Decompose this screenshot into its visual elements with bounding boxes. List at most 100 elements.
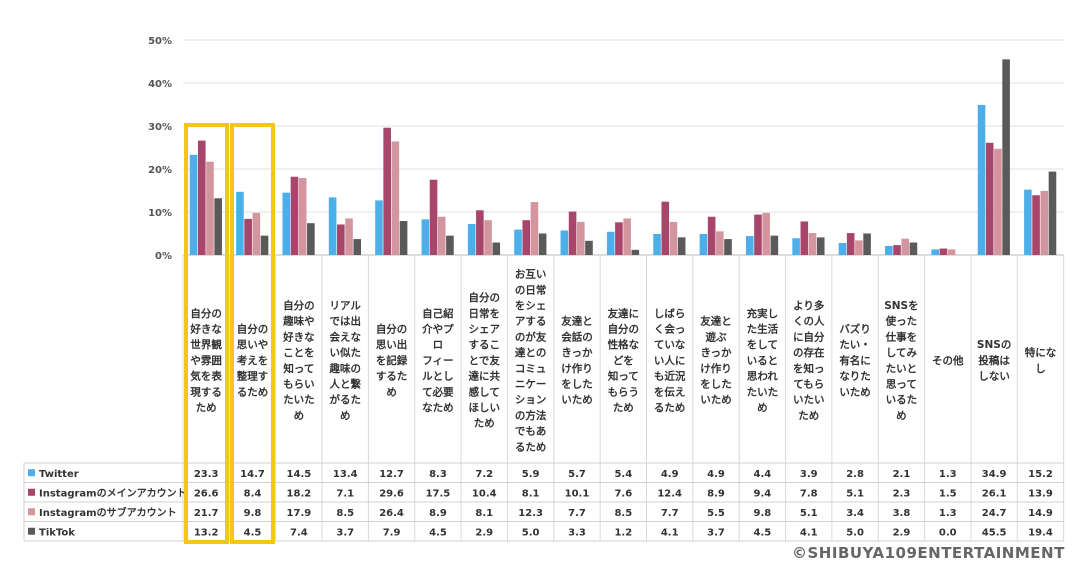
table-cell-value: 9.8 xyxy=(244,508,262,519)
table-cell-value: 3.9 xyxy=(800,469,818,480)
table-cell-value: 4.4 xyxy=(754,469,772,480)
table-cell-value: 5.4 xyxy=(614,469,632,480)
table-cell-value: 4.5 xyxy=(754,527,772,538)
bar xyxy=(716,231,724,255)
bar xyxy=(707,216,716,255)
table-cell-value: 1.5 xyxy=(939,488,957,499)
table-cell-value: 14.5 xyxy=(287,469,312,480)
table-cell-value: 2.9 xyxy=(893,527,911,538)
bar xyxy=(307,223,315,255)
table-cell-value: 2.8 xyxy=(846,469,864,480)
bar xyxy=(538,233,547,255)
table-cell-value: 5.7 xyxy=(568,469,586,480)
bar xyxy=(197,140,206,255)
bar xyxy=(328,197,337,255)
bar xyxy=(846,233,855,255)
bar xyxy=(855,240,863,255)
bar xyxy=(1048,171,1057,255)
bar xyxy=(770,235,779,255)
table-cell-value: 29.6 xyxy=(379,488,404,499)
bar xyxy=(885,245,893,255)
legend-label: Instagramのメインアカウント xyxy=(39,487,187,499)
bar xyxy=(206,161,214,255)
table-cell-value: 14.7 xyxy=(240,469,265,480)
table-cell-value: 3.7 xyxy=(336,527,354,538)
bar xyxy=(236,191,244,255)
category-label: 自分の好きな世界観や雰囲気を表現するため xyxy=(189,307,222,414)
category-label: しばらく会っていない人にも近況を伝えるため xyxy=(654,307,686,414)
table-cell-value: 4.9 xyxy=(661,469,679,480)
category-label: 特になし xyxy=(1025,346,1057,375)
bar xyxy=(353,239,362,255)
table-cell-value: 8.4 xyxy=(244,488,262,499)
table-cell-value: 7.9 xyxy=(383,527,401,538)
table-cell-value: 7.8 xyxy=(800,488,818,499)
bar xyxy=(252,212,261,255)
bar xyxy=(484,220,492,255)
bar xyxy=(623,218,631,255)
bar xyxy=(631,249,640,255)
table-cell-value: 8.3 xyxy=(429,469,447,480)
bar xyxy=(522,220,531,255)
table-cell-value: 5.9 xyxy=(522,469,540,480)
bar xyxy=(1024,189,1032,255)
bar xyxy=(1002,59,1010,255)
table-cell-value: 15.2 xyxy=(1028,469,1053,480)
legend-swatch xyxy=(28,488,35,496)
table-cell-value: 8.1 xyxy=(522,488,540,499)
table-cell-value: 12.7 xyxy=(379,469,404,480)
table-cell-value: 7.4 xyxy=(290,527,308,538)
table-cell-value: 2.3 xyxy=(893,488,911,499)
table-cell-value: 5.5 xyxy=(707,508,725,519)
table-cell-value: 23.3 xyxy=(194,469,219,480)
legend-label: Instagramのサブアカウント xyxy=(39,506,177,519)
bar xyxy=(282,192,291,255)
table-cell-value: 7.6 xyxy=(614,488,632,499)
table-cell-value: 8.5 xyxy=(614,508,632,519)
category-label: 自分の思いや考えを整理するため xyxy=(236,323,269,399)
table-cell-value: 17.9 xyxy=(287,508,312,519)
table-cell-value: 19.4 xyxy=(1028,527,1053,538)
table-cell-value: 1.2 xyxy=(614,527,632,538)
table-cell-value: 5.0 xyxy=(522,527,540,538)
table-cell-value: 9.4 xyxy=(754,488,772,499)
category-label: 充実した生活をしていると思われたいため xyxy=(747,307,779,414)
bar xyxy=(615,222,623,255)
bar xyxy=(754,214,762,255)
table-cell-value: 2.9 xyxy=(475,527,493,538)
table-cell-value: 18.2 xyxy=(287,488,312,499)
table-cell-value: 1.3 xyxy=(939,469,957,480)
bar xyxy=(244,218,252,255)
bar xyxy=(977,104,986,256)
category-label: 自分の日常をシェアすることで友達に共感してほしいため xyxy=(469,291,501,430)
copyright-credit: ©SHIBUYA109ENTERTAINMENT xyxy=(792,544,1065,562)
table-cell-value: 3.8 xyxy=(893,508,911,519)
bar xyxy=(901,238,910,255)
table-cell-value: 7.1 xyxy=(336,488,354,499)
table-cell-value: 13.9 xyxy=(1028,488,1053,499)
bar xyxy=(808,233,817,255)
table-cell-value: 8.1 xyxy=(475,508,493,519)
table-cell-value: 0.0 xyxy=(939,527,957,538)
category-label: 友達と遊ぶきっかけ作りをしたいため xyxy=(699,315,732,407)
bar xyxy=(467,224,476,255)
bar xyxy=(800,221,809,255)
table-cell-value: 3.3 xyxy=(568,527,586,538)
bar xyxy=(560,230,569,255)
table-cell-value: 9.8 xyxy=(754,508,772,519)
category-label: その他 xyxy=(932,354,964,367)
legend-swatch xyxy=(28,469,35,477)
bar xyxy=(446,235,454,255)
category-label: 自己紹介やプロフィールとして必要なため xyxy=(421,307,454,414)
table-cell-value: 4.9 xyxy=(707,469,725,480)
bar xyxy=(260,235,269,255)
bar xyxy=(838,242,847,255)
bar xyxy=(337,224,345,255)
table-cell-value: 13.2 xyxy=(194,527,219,538)
bar xyxy=(399,221,408,255)
bar xyxy=(421,219,430,255)
bar xyxy=(947,249,956,255)
legend-label: Twitter xyxy=(39,469,79,480)
table-cell-value: 3.4 xyxy=(846,508,864,519)
table-cell-value: 26.1 xyxy=(982,488,1007,499)
